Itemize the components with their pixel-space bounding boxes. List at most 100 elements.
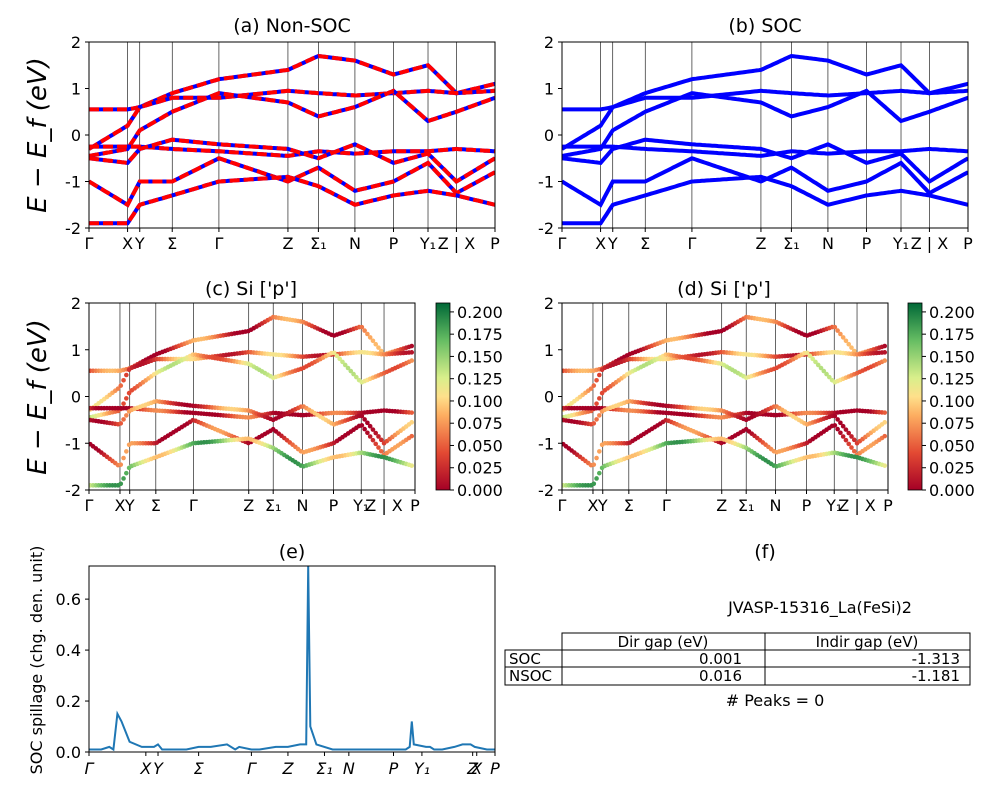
x-tick-label: Σ — [151, 496, 161, 515]
band-point — [882, 343, 888, 349]
band-point — [838, 331, 843, 337]
x-tick-label: N — [770, 496, 782, 515]
y-tick-label: -2 — [65, 481, 81, 500]
x-tick-label: X — [595, 234, 606, 253]
band-point — [849, 345, 854, 350]
y-tick-label: 1 — [71, 80, 81, 99]
band-point — [121, 417, 126, 422]
band-point — [376, 445, 381, 450]
band-point — [365, 420, 370, 426]
band-line-soc — [562, 144, 968, 158]
x-tick-label: Y₁ — [352, 496, 369, 515]
x-tick-label: Z — [282, 234, 293, 253]
colorbar-tick-label: 0.200 — [457, 303, 503, 322]
band-point — [851, 437, 857, 443]
band-point — [376, 434, 381, 439]
spillage-ylabel: SOC spillage (chg. den. unit) — [27, 546, 46, 775]
colorbar-tick-label: 0.200 — [929, 303, 975, 322]
band-point — [121, 455, 126, 461]
band-point — [832, 423, 838, 428]
x-tick-label: Σ₁ — [265, 496, 282, 515]
x-tick-label: Y — [153, 759, 164, 778]
y-tick-label: 0.2 — [56, 692, 81, 711]
y-tick-label: 0.4 — [56, 641, 81, 660]
band-point — [851, 448, 857, 454]
x-tick-label: Z — [243, 496, 254, 515]
band-point — [124, 449, 129, 454]
band-point — [331, 350, 337, 356]
panel-b-title: (b) SOC — [728, 15, 801, 37]
band-point — [367, 423, 373, 429]
x-tick-label: Γ — [214, 234, 223, 253]
plot-d-projected-bands: -2 -1 0 1 2 Γ X Y Σ Γ Z Σ₁ N P Y₁Z | X P — [538, 294, 893, 515]
band-point — [118, 383, 124, 388]
band-point — [849, 445, 854, 450]
colorbar-tick-label: 0.175 — [929, 325, 975, 344]
band-point — [370, 338, 376, 344]
x-tick-label: Σ — [640, 234, 650, 253]
y-tick-label: 2 — [544, 33, 554, 52]
colorbar-tick-label: 0.100 — [929, 392, 975, 411]
band-point — [124, 372, 129, 378]
band-point — [827, 374, 832, 380]
band-point — [882, 410, 888, 415]
y-tick-label: 0.0 — [56, 743, 81, 762]
x-tick-label: Γ — [189, 496, 198, 515]
spillage-line — [89, 565, 495, 752]
x-tick-label: N — [297, 496, 309, 515]
band-point — [840, 335, 846, 340]
x-tick-label: Z | X — [911, 234, 949, 253]
y-tick-label: -1 — [538, 434, 554, 453]
table-row-soc-dir: 0.001 — [699, 650, 742, 668]
table-row-nsoc-indir: -1.181 — [912, 667, 960, 685]
band-point — [588, 386, 594, 391]
band-point — [124, 413, 129, 418]
band-point — [124, 396, 129, 401]
band-point — [843, 427, 849, 432]
colorbar-tick-label: 0.075 — [929, 414, 975, 433]
band-point — [351, 371, 356, 377]
colorbar-d-ticks: 0.000 0.025 0.050 0.075 0.100 0.125 0.150 0.175… — [922, 303, 975, 500]
colorbar-tick-label: 0.125 — [457, 370, 503, 389]
x-tick-label: Y — [134, 234, 145, 253]
band-point — [804, 350, 810, 356]
material-id: JVASP-15316_La(FeSi)2 — [727, 598, 912, 618]
band-point — [365, 430, 370, 436]
band-point — [409, 433, 415, 439]
table-row-soc-indir: -1.313 — [912, 650, 960, 668]
y-tick-label: 1 — [544, 80, 554, 99]
band-point — [359, 413, 365, 419]
band-point — [345, 365, 351, 371]
band-point — [815, 362, 821, 368]
band-point — [118, 462, 124, 467]
x-tick-label: Γ — [85, 234, 94, 253]
band-point — [367, 335, 373, 340]
band-point — [882, 420, 888, 425]
band-point — [337, 356, 342, 362]
y-tick-label: -1 — [65, 173, 81, 192]
colorbar-c — [435, 302, 451, 491]
y-tick-label: -2 — [65, 219, 81, 238]
band-point — [597, 470, 602, 476]
x-tick-label: P — [883, 496, 893, 515]
band-line-soc — [562, 156, 968, 208]
x-tick-label: P — [490, 234, 500, 253]
x-tick-label: Γ — [85, 759, 95, 778]
band-point — [813, 359, 818, 365]
band-point — [342, 362, 348, 368]
band-point — [835, 426, 840, 432]
x-tick-label: Σ₁ — [783, 234, 800, 253]
plot-area-c — [89, 303, 415, 490]
colorbar-tick-label: 0.125 — [929, 370, 975, 389]
band-point — [597, 372, 602, 378]
y-tick-label: -2 — [538, 481, 554, 500]
x-tick-label: X — [470, 759, 483, 778]
plot-e-spillage: 0.00.20.40.6Γ X Y Σ Γ Z Σ₁ N P Y₁ ZX P — [56, 565, 500, 778]
band-point — [591, 383, 597, 388]
band-line-nsoc — [89, 174, 495, 226]
colorbar-tick-label: 0.175 — [457, 325, 503, 344]
x-tick-label: P — [963, 234, 973, 253]
band-point — [835, 328, 840, 333]
band-point — [367, 434, 373, 439]
x-tick-label: P — [389, 234, 399, 253]
